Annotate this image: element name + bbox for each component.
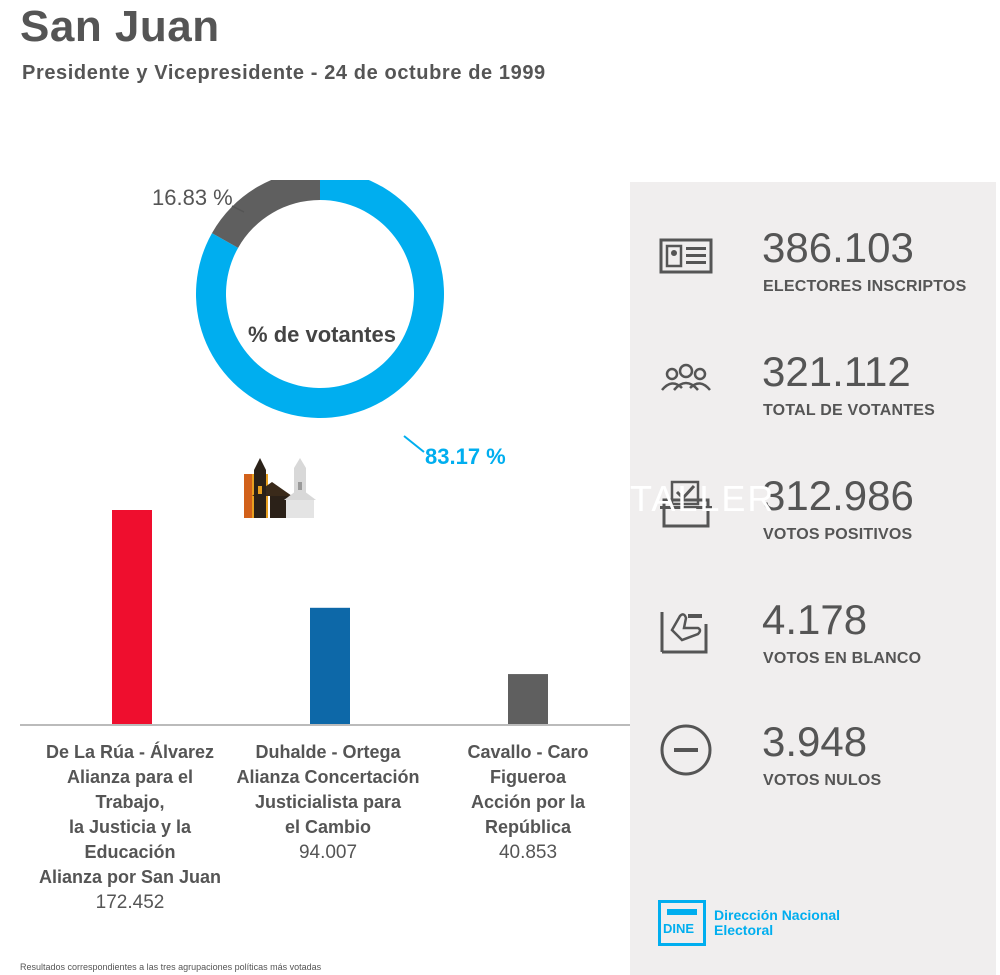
dine-logo: DINE [658, 900, 706, 946]
candidate-2-votes: 94.007 [298, 842, 358, 863]
candidate-1-line-4: Alianza por San Juan [38, 867, 222, 887]
stat-votantes-label: TOTAL DE VOTANTES [763, 402, 936, 419]
dine-logo-acronym: DINE [663, 921, 695, 936]
dine-name: Dirección Nacional Electoral [714, 908, 840, 938]
candidate-1-line-2: Alianza para el Trabajo, [66, 767, 194, 812]
dine-name-line-1: Dirección Nacional [714, 907, 841, 923]
candidate-3-votes: 40.853 [498, 842, 558, 863]
abstention-leader-line [231, 205, 245, 213]
candidate-3-line-2: Acción por la República [470, 792, 586, 837]
turnout-leader-line [403, 435, 425, 453]
candidate-1-votes: 172.452 [95, 892, 165, 913]
stat-nulos-value: 3.948 [762, 718, 868, 765]
candidate-1-line-1: De La Rúa - Álvarez [45, 742, 215, 762]
ballot-box-icon [660, 480, 712, 528]
candidate-2-line-1: Duhalde - Ortega [255, 742, 401, 762]
candidate-label-1: De La Rúa - Álvarez Alianza para el Trab… [30, 740, 230, 915]
blank-vote-icon [660, 612, 708, 654]
stat-electores-label: ELECTORES INSCRIPTOS [763, 278, 967, 295]
donut-slice-abstention [211, 180, 320, 248]
dine-name-line-2: Electoral [714, 922, 774, 938]
candidate-label-3: Cavallo - Caro Figueroa Acción por la Re… [428, 740, 628, 865]
candidate-2-line-4: el Cambio [284, 817, 372, 837]
stat-positivos-value: 312.986 [762, 472, 914, 519]
candidate-votes-bar-chart [20, 510, 632, 726]
page-subtitle: Presidente y Vicepresidente - 24 de octu… [22, 62, 546, 84]
id-card-icon [659, 238, 713, 274]
stat-nulos-label: VOTOS NULOS [763, 772, 882, 789]
page-title: San Juan [20, 2, 220, 51]
turnout-percent-label: 83.17 % [425, 444, 506, 469]
stats-panel: 386.103 ELECTORES INSCRIPTOS 321.112 TOT… [630, 182, 996, 975]
bar-candidate-1 [112, 510, 152, 725]
people-icon [661, 363, 711, 391]
abstention-percent-label: 16.83 % [152, 185, 233, 210]
candidate-3-line-1: Cavallo - Caro Figueroa [467, 742, 589, 787]
bar-candidate-3 [508, 674, 548, 725]
donut-center-label: % de votantes [248, 322, 396, 347]
cathedral-emblem-icon [244, 458, 316, 518]
stat-positivos-label: VOTOS POSITIVOS [763, 526, 913, 543]
stat-votantes-value: 321.112 [762, 348, 911, 395]
stat-electores-value: 386.103 [762, 224, 914, 271]
watermark: TALLER [630, 478, 776, 519]
bar-candidate-2 [310, 607, 350, 725]
candidate-1-line-3: la Justicia y la Educación [68, 817, 192, 862]
null-vote-icon [660, 724, 712, 776]
candidate-2-line-3: Justicialista para [254, 792, 402, 812]
candidate-label-2: Duhalde - Ortega Alianza Concertación Ju… [228, 740, 428, 865]
stat-blanco-value: 4.178 [762, 596, 868, 643]
turnout-donut-chart [196, 180, 444, 453]
footnote: Resultados correspondientes a las tres a… [20, 962, 322, 972]
dine-logo-bar [667, 909, 697, 915]
candidate-2-line-2: Alianza Concertación [236, 767, 420, 787]
stat-blanco-label: VOTOS EN BLANCO [763, 650, 922, 667]
